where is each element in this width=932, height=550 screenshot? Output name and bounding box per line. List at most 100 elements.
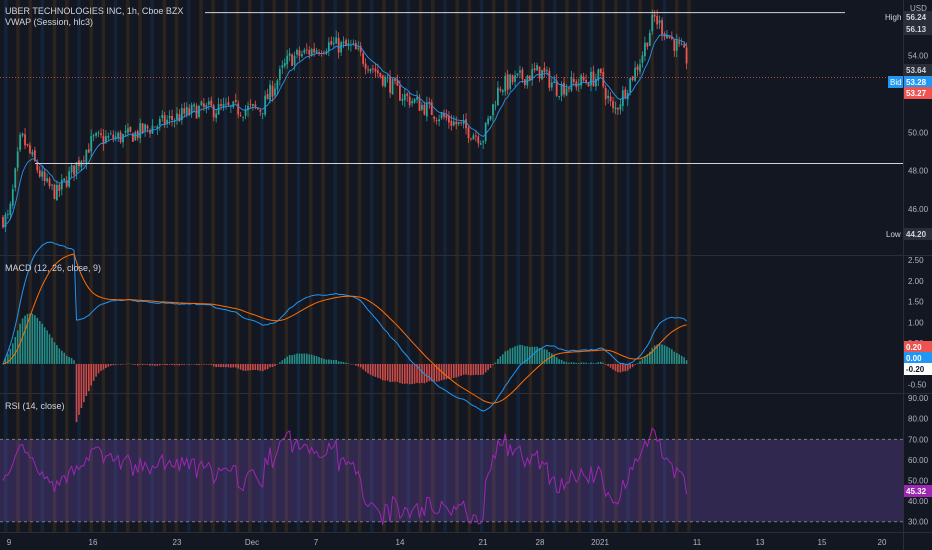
- macd-histogram-bar: [639, 361, 641, 364]
- candle-body: [82, 160, 85, 162]
- candle-body: [90, 136, 93, 152]
- macd-histogram-bar: [97, 363, 100, 374]
- macd-histogram-bar: [560, 359, 563, 364]
- macd-histogram-bar: [477, 363, 480, 375]
- candle-body: [440, 113, 443, 118]
- macd-histogram-bar: [328, 359, 330, 364]
- session-band: [235, 0, 240, 532]
- candle-body: [58, 184, 61, 191]
- candle-body: [565, 88, 568, 96]
- macd-histogram-bar: [399, 363, 401, 384]
- macd-histogram-bar: [16, 330, 19, 364]
- macd-histogram-bar: [163, 363, 166, 365]
- signal-line: [2, 253, 687, 404]
- candle-body: [560, 84, 563, 96]
- candle-body: [418, 97, 421, 111]
- candle-body: [2, 216, 4, 228]
- candle-body: [482, 141, 485, 143]
- macd-histogram-bar: [511, 347, 514, 364]
- session-band: [150, 0, 154, 532]
- candle-body: [372, 68, 374, 70]
- macd-histogram-bar: [504, 351, 507, 364]
- macd-signal-value-bg: [904, 341, 932, 353]
- candle-body: [408, 96, 411, 106]
- macd-histogram-bar: [159, 363, 161, 366]
- candle-body: [227, 102, 230, 106]
- macd-histogram-bar: [166, 363, 168, 365]
- macd-histogram-bar: [193, 363, 195, 365]
- candle-body: [389, 76, 391, 93]
- candle-body: [504, 75, 507, 92]
- macd-histogram-bar: [668, 347, 671, 364]
- macd-histogram-bar: [421, 363, 423, 383]
- macd-histogram-bar: [438, 363, 440, 382]
- macd-histogram-bar: [102, 363, 105, 370]
- candle-body: [489, 115, 492, 120]
- macd-histogram-bar: [345, 362, 347, 364]
- candle-body: [178, 114, 181, 122]
- candle-body: [259, 109, 262, 112]
- macd-histogram-bar: [651, 348, 654, 364]
- macd-histogram-bar: [249, 363, 252, 371]
- macd-histogram-bar: [592, 363, 595, 364]
- macd-histogram-bar: [636, 363, 639, 364]
- macd-histogram-bar: [661, 344, 663, 364]
- candle-body: [185, 107, 188, 115]
- macd-histogram-bar: [609, 363, 612, 368]
- candle-body: [217, 103, 220, 115]
- candle-body: [668, 36, 671, 38]
- candle-body: [239, 115, 242, 116]
- macd-histogram-bar: [315, 356, 318, 364]
- candle-body: [590, 71, 592, 86]
- macd-histogram-bar: [663, 345, 666, 364]
- session-band: [601, 0, 606, 532]
- macd-hist-value-bg: [904, 363, 932, 375]
- candle-body: [509, 74, 512, 89]
- macd-histogram-bar: [401, 363, 404, 384]
- macd-histogram-bar: [14, 336, 17, 364]
- macd-histogram-bar: [323, 358, 325, 364]
- candle-body: [644, 42, 646, 57]
- session-band: [431, 0, 435, 532]
- candle-body: [95, 133, 97, 136]
- candle-body: [612, 101, 614, 108]
- macd-histogram-bar: [619, 363, 622, 373]
- candle-body: [9, 203, 12, 216]
- candle-body: [296, 49, 298, 55]
- candle-body: [127, 128, 129, 133]
- candle-body: [293, 55, 296, 65]
- candle-body: [531, 69, 534, 80]
- candle-body: [85, 149, 88, 164]
- candle-body: [347, 43, 350, 46]
- macd-histogram-bar: [274, 363, 276, 366]
- macd-histogram-bar: [200, 363, 203, 365]
- macd-histogram-bar: [551, 353, 553, 364]
- candle-body: [413, 99, 416, 103]
- macd-histogram-bar: [641, 359, 644, 364]
- candle-body: [543, 68, 546, 73]
- macd-histogram-bar: [673, 351, 676, 364]
- session-band: [577, 0, 581, 532]
- candle-body: [685, 47, 688, 64]
- macd-histogram-bar: [227, 363, 230, 368]
- candle-body: [183, 108, 186, 114]
- macd-histogram-bar: [445, 363, 448, 380]
- macd-histogram-bar: [386, 363, 389, 381]
- candle-body: [546, 70, 548, 72]
- macd-histogram-bar: [75, 363, 78, 423]
- candle-body: [146, 125, 149, 129]
- session-band: [687, 0, 691, 532]
- macd-histogram-bar: [563, 361, 565, 364]
- candle-body: [462, 120, 465, 124]
- candle-body: [570, 77, 573, 91]
- candle-body: [443, 113, 445, 117]
- candle-body: [641, 55, 644, 63]
- candle-body: [435, 119, 438, 121]
- candle-body: [359, 45, 362, 53]
- time-tick-label: 11: [693, 538, 702, 547]
- candle-body: [298, 50, 301, 56]
- candle-body: [587, 83, 590, 87]
- candle-body: [158, 119, 161, 126]
- macd-histogram-bar: [492, 363, 494, 365]
